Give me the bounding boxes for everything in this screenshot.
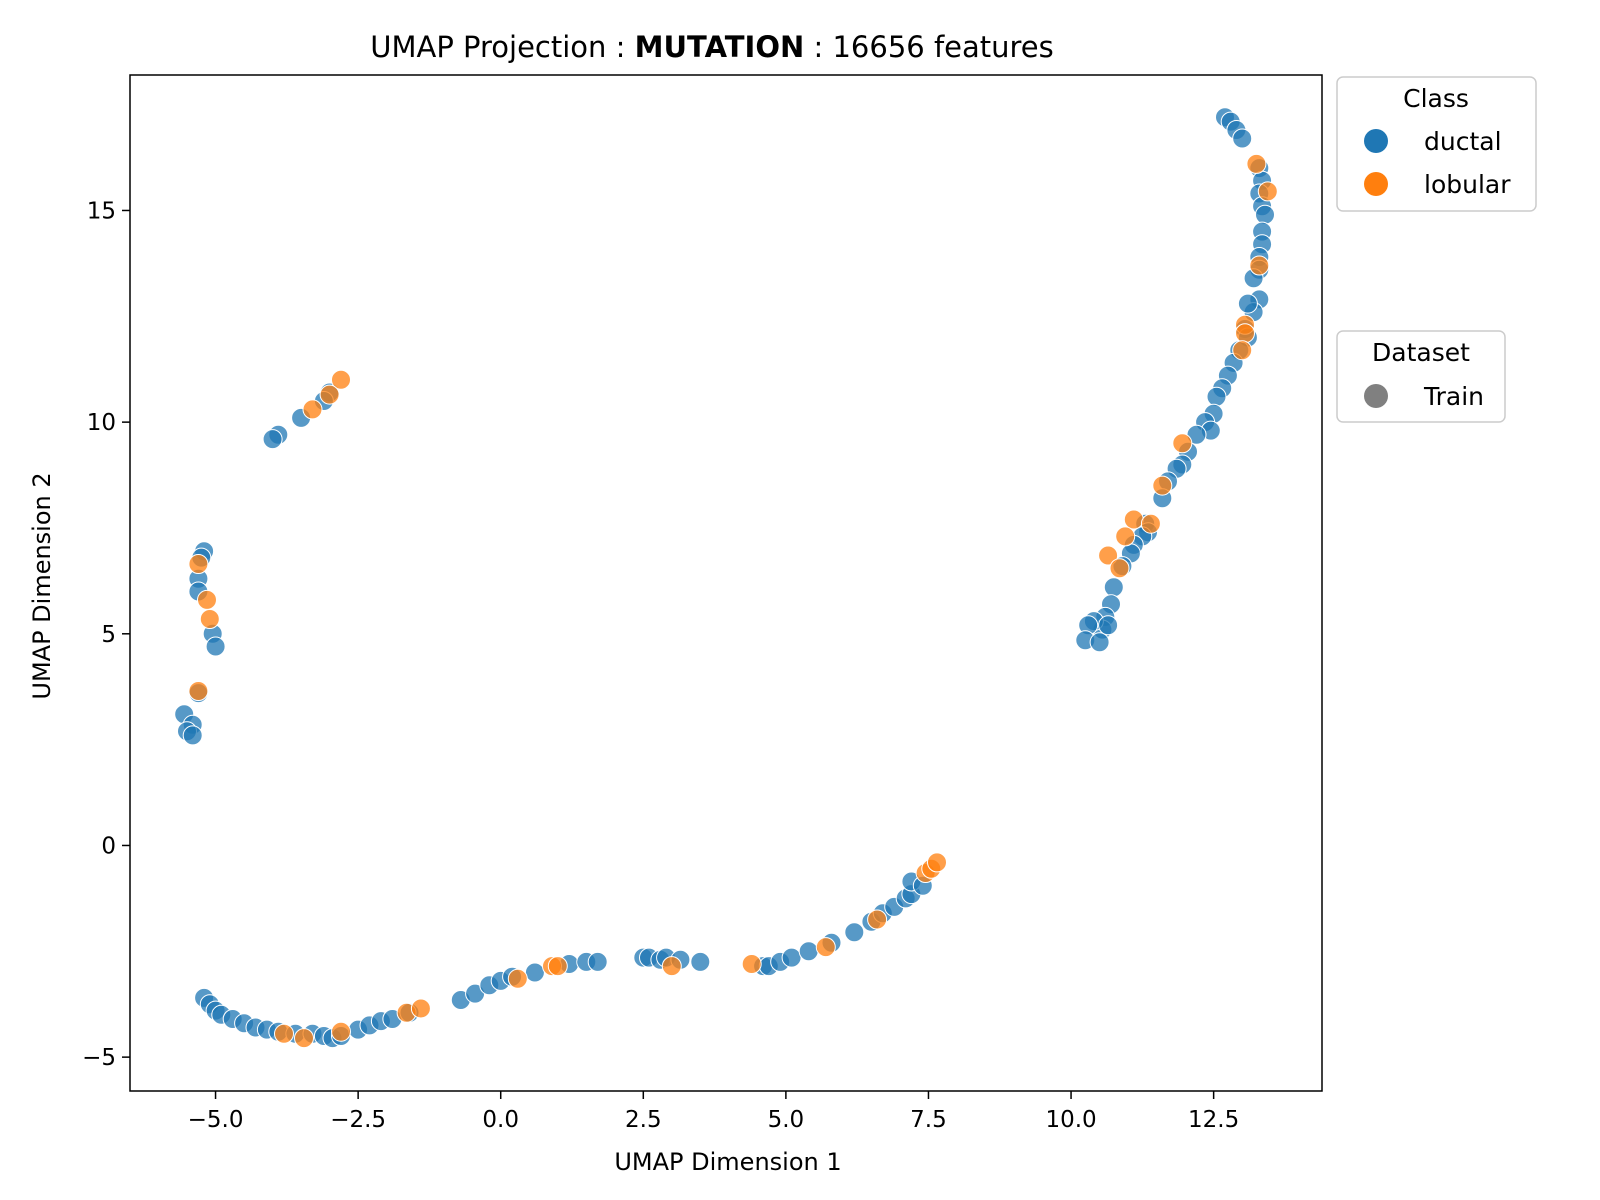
legend-class: Class ductal lobular	[1336, 76, 1537, 212]
x-axis-ticks: −5.0 −2.5 0.0 2.5 5.0 7.5 10.0 12.5	[188, 1091, 1239, 1133]
scatter-point-ductal	[1103, 577, 1124, 598]
scatter-point-lobular	[815, 937, 836, 958]
scatter-point-lobular	[188, 681, 209, 701]
chart-title-prefix: UMAP Projection :	[370, 30, 634, 64]
scatter-point-lobular	[1098, 545, 1119, 566]
scatter-point-lobular	[302, 399, 323, 420]
scatter-point-ductal	[1232, 128, 1253, 149]
scatter-point-lobular	[1109, 558, 1130, 579]
scatter-point-ductal	[1089, 632, 1110, 653]
scatter-point-lobular	[1172, 433, 1193, 454]
legend-marker-train	[1364, 384, 1388, 408]
scatter-point-ductal	[182, 725, 203, 746]
chart-title: UMAP Projection : MUTATION : 16656 featu…	[370, 30, 1054, 64]
scatter-point-lobular	[1249, 255, 1270, 276]
scatter-point-ductal	[1098, 615, 1119, 636]
scatter-point-lobular	[410, 998, 431, 1019]
legend-dataset-title: Dataset	[1372, 338, 1470, 367]
x-tick-label: 10.0	[1045, 1107, 1096, 1133]
y-axis-label: UMAP Dimension 2	[28, 472, 56, 699]
y-tick-label: −5	[82, 1045, 116, 1071]
data-points	[174, 107, 1278, 1049]
legend-label-ductal: ductal	[1424, 127, 1502, 156]
chart-title-bold: MUTATION	[635, 30, 805, 64]
y-axis-ticks: −5 0 5 10 15	[82, 198, 130, 1071]
scatter-point-ductal	[262, 429, 283, 450]
legend-marker-lobular	[1364, 172, 1388, 196]
legend-dataset: Dataset Train	[1336, 330, 1506, 423]
scatter-point-lobular	[867, 909, 888, 930]
scatter-point-lobular	[1235, 323, 1255, 344]
y-tick-label: 0	[101, 833, 116, 859]
x-tick-label: 0.0	[482, 1107, 519, 1133]
scatter-point-ductal	[844, 922, 865, 943]
scatter-point-lobular	[507, 968, 528, 989]
scatter-point-lobular	[1246, 153, 1267, 174]
x-tick-label: 2.5	[625, 1107, 662, 1133]
scatter-point-lobular	[927, 852, 947, 873]
scatter-point-lobular	[294, 1028, 314, 1049]
x-tick-label: 12.5	[1188, 1107, 1239, 1133]
scatter-point-ductal	[1206, 386, 1227, 407]
scatter-point-lobular	[1140, 513, 1161, 534]
x-tick-label: 5.0	[768, 1107, 805, 1133]
scatter-point-lobular	[197, 589, 217, 610]
scatter-point-lobular	[1123, 509, 1144, 530]
x-tick-label: 7.5	[910, 1107, 947, 1133]
scatter-point-ductal	[690, 951, 711, 972]
y-tick-label: 5	[101, 622, 116, 648]
legend-class-frame	[1336, 76, 1537, 212]
scatter-point-ductal	[781, 947, 802, 968]
legend-label-train: Train	[1423, 382, 1484, 411]
scatter-point-lobular	[1232, 340, 1253, 361]
scatter-point-lobular	[1257, 181, 1278, 202]
scatter-point-ductal	[205, 636, 226, 657]
scatter-point-lobular	[741, 954, 762, 974]
x-tick-label: −2.5	[330, 1107, 386, 1133]
scatter-point-ductal	[1255, 204, 1275, 225]
scatter-point-lobular	[1115, 526, 1136, 547]
scatter-point-ductal	[524, 962, 545, 983]
scatter-point-lobular	[188, 554, 209, 574]
scatter-point-ductal	[587, 951, 608, 972]
y-tick-label: 10	[87, 410, 116, 436]
legend-label-lobular: lobular	[1424, 170, 1511, 199]
y-tick-label: 15	[87, 198, 116, 224]
scatter-point-lobular	[1152, 475, 1173, 496]
scatter-point-lobular	[274, 1023, 294, 1044]
scatter-point-ductal	[798, 941, 819, 962]
legend-marker-ductal	[1364, 129, 1388, 153]
scatter-point-lobular	[331, 1021, 351, 1042]
x-axis-label: UMAP Dimension 1	[614, 1148, 841, 1176]
scatter-point-ductal	[1237, 293, 1258, 314]
scatter-point-lobular	[661, 956, 682, 977]
legend-class-title: Class	[1403, 84, 1469, 113]
x-tick-label: −5.0	[188, 1107, 244, 1133]
scatter-point-lobular	[319, 384, 340, 405]
scatter-point-lobular	[331, 369, 351, 390]
chart-title-suffix: : 16656 features	[804, 30, 1054, 64]
plot-frame	[129, 74, 1323, 1092]
scatter-point-lobular	[199, 609, 220, 629]
scatter-point-lobular	[547, 956, 568, 977]
